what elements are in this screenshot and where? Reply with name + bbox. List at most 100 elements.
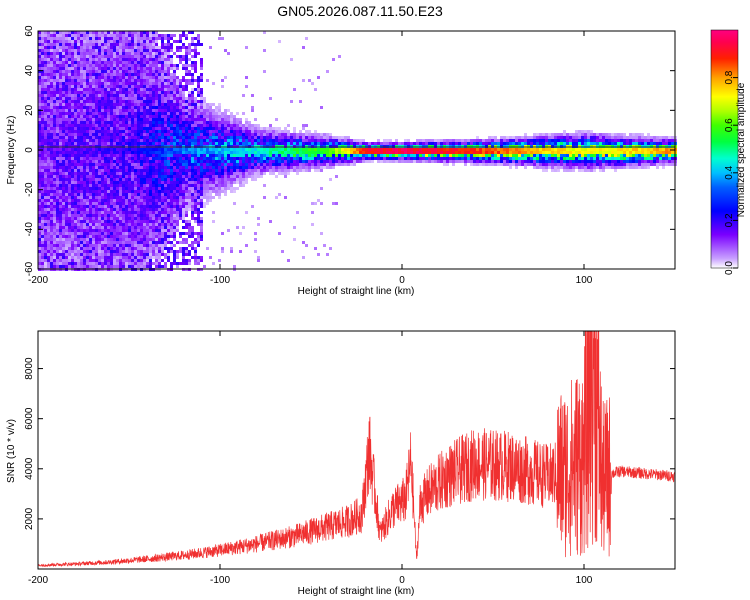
heatmap-cell: [200, 193, 203, 196]
heatmap-cell: [134, 214, 137, 217]
heatmap-cell: [176, 85, 179, 88]
heatmap-cell: [152, 52, 155, 55]
heatmap-cell: [293, 136, 296, 139]
heatmap-cell: [101, 247, 104, 250]
heatmap-cell: [41, 40, 44, 43]
heatmap-cell: [194, 133, 197, 136]
heatmap-cell: [50, 196, 53, 199]
heatmap-cell: [98, 103, 101, 106]
heatmap-cell: [173, 151, 176, 154]
heatmap-cell: [71, 193, 74, 196]
heatmap-cell: [137, 85, 140, 88]
heatmap-cell: [176, 64, 179, 67]
heatmap-cell: [47, 148, 50, 151]
heatmap-cell: [185, 214, 188, 217]
heatmap-cell: [104, 172, 107, 175]
heatmap-cell: [266, 139, 269, 142]
heatmap-cell: [143, 40, 146, 43]
heatmap-cell: [131, 55, 134, 58]
heatmap-cell: [158, 190, 161, 193]
heatmap-cell: [155, 160, 158, 163]
heatmap-cell: [68, 130, 71, 133]
heatmap-cell: [92, 223, 95, 226]
heatmap-cell: [104, 202, 107, 205]
heatmap-cell: [128, 247, 131, 250]
heatmap-cell: [212, 109, 215, 112]
heatmap-cell: [101, 37, 104, 40]
heatmap-cell: [122, 193, 125, 196]
heatmap-cell: [230, 136, 233, 139]
heatmap-cell: [209, 256, 212, 259]
heatmap-cell: [104, 115, 107, 118]
heatmap-cell: [41, 139, 44, 142]
heatmap-cell: [80, 124, 83, 127]
heatmap-cell: [71, 265, 74, 268]
heatmap-cell: [62, 181, 65, 184]
heatmap-cell: [89, 103, 92, 106]
heatmap-cell: [215, 130, 218, 133]
heatmap-cell: [158, 196, 161, 199]
heatmap-cell: [269, 172, 272, 175]
heatmap-cell: [242, 172, 245, 175]
heatmap-cell: [272, 127, 275, 130]
heatmap-cell: [230, 175, 233, 178]
heatmap-cell: [137, 154, 140, 157]
heatmap-cell: [98, 73, 101, 76]
heatmap-cell: [197, 241, 200, 244]
heatmap-cell: [164, 208, 167, 211]
heatmap-cell: [95, 217, 98, 220]
heatmap-cell: [140, 61, 143, 64]
heatmap-cell: [53, 214, 56, 217]
heatmap-cell: [74, 37, 77, 40]
heatmap-cell: [38, 121, 41, 124]
heatmap-cell: [170, 64, 173, 67]
heatmap-cell: [80, 58, 83, 61]
heatmap-cell: [122, 109, 125, 112]
heatmap-cell: [68, 52, 71, 55]
heatmap-cell: [188, 70, 191, 73]
heatmap-cell: [287, 139, 290, 142]
heatmap-cell: [269, 130, 272, 133]
heatmap-cell: [98, 70, 101, 73]
heatmap-cell: [239, 127, 242, 130]
heatmap-cell: [284, 151, 287, 154]
heatmap-cell: [155, 133, 158, 136]
heatmap-cell: [74, 223, 77, 226]
heatmap-cell: [53, 109, 56, 112]
heatmap-cell: [80, 40, 83, 43]
heatmap-cell: [128, 118, 131, 121]
heatmap-cell: [83, 193, 86, 196]
heatmap-cell: [284, 133, 287, 136]
heatmap-cell: [278, 172, 281, 175]
heatmap-cell: [176, 154, 179, 157]
heatmap-cell: [140, 97, 143, 100]
heatmap-cell: [254, 175, 257, 178]
heatmap-cell: [89, 142, 92, 145]
heatmap-cell: [173, 229, 176, 232]
heatmap-cell: [95, 181, 98, 184]
heatmap-cell: [53, 88, 56, 91]
heatmap-cell: [41, 259, 44, 262]
heatmap-cell: [62, 46, 65, 49]
heatmap-cell: [116, 193, 119, 196]
heatmap-cell: [272, 139, 275, 142]
heatmap-cell: [50, 124, 53, 127]
heatmap-cell: [149, 262, 152, 265]
heatmap-cell: [272, 133, 275, 136]
heatmap-cell: [299, 139, 302, 142]
heatmap-cell: [227, 160, 230, 163]
heatmap-cell: [101, 97, 104, 100]
heatmap-cell: [170, 55, 173, 58]
heatmap-cell: [86, 220, 89, 223]
heatmap-cell: [227, 124, 230, 127]
heatmap-cell: [203, 181, 206, 184]
heatmap-cell: [227, 181, 230, 184]
heatmap-cell: [59, 100, 62, 103]
heatmap-cell: [77, 118, 80, 121]
heatmap-cell: [44, 73, 47, 76]
heatmap-cell: [191, 82, 194, 85]
heatmap-cell: [116, 112, 119, 115]
heatmap-cell: [128, 259, 131, 262]
heatmap-cell: [62, 67, 65, 70]
heatmap-cell: [167, 235, 170, 238]
